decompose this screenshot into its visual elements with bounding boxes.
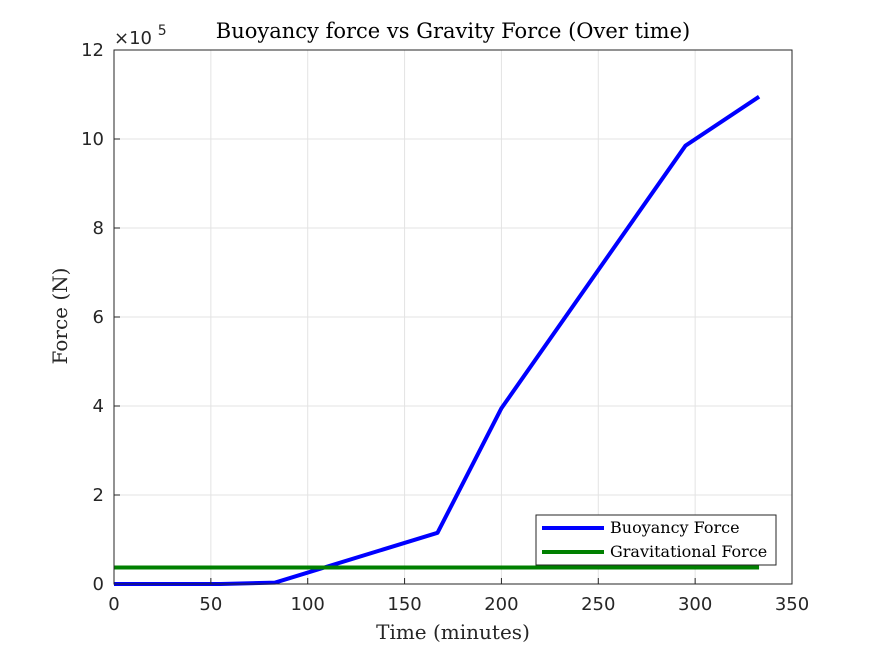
legend-label-buoyancy-force: Buoyancy Force	[610, 518, 740, 537]
x-tick-label: 200	[484, 594, 518, 615]
axis-ticks: 0 50 100 150 200 250 300 350 0 2 4 6 8 10 12	[81, 40, 809, 615]
y-exponent-base: ×10	[114, 28, 152, 49]
x-tick-label: 150	[387, 594, 421, 615]
y-exponent-label: ×10 5	[114, 23, 167, 49]
x-tick-label: 100	[291, 594, 325, 615]
y-tick-label: 4	[93, 396, 104, 417]
y-tick-label: 8	[93, 218, 104, 239]
legend: Buoyancy Force Gravitational Force	[535, 514, 777, 566]
x-tick-label: 350	[775, 594, 809, 615]
y-tick-label: 10	[81, 129, 104, 150]
chart-title: Buoyancy force vs Gravity Force (Over ti…	[216, 19, 690, 43]
x-tick-label: 300	[678, 594, 712, 615]
y-tick-label: 2	[93, 485, 104, 506]
x-axis-label: Time (minutes)	[376, 620, 530, 644]
y-tick-label: 6	[93, 307, 104, 328]
y-tick-label: 12	[81, 40, 104, 61]
x-tick-label: 0	[108, 594, 119, 615]
y-tick-label: 0	[93, 574, 104, 595]
x-tick-label: 50	[199, 594, 222, 615]
y-axis-label: Force (N)	[48, 268, 72, 365]
legend-box	[535, 514, 777, 566]
x-tick-label: 250	[581, 594, 615, 615]
y-exponent-power: 5	[158, 23, 167, 39]
legend-label-gravitational-force: Gravitational Force	[610, 542, 767, 561]
